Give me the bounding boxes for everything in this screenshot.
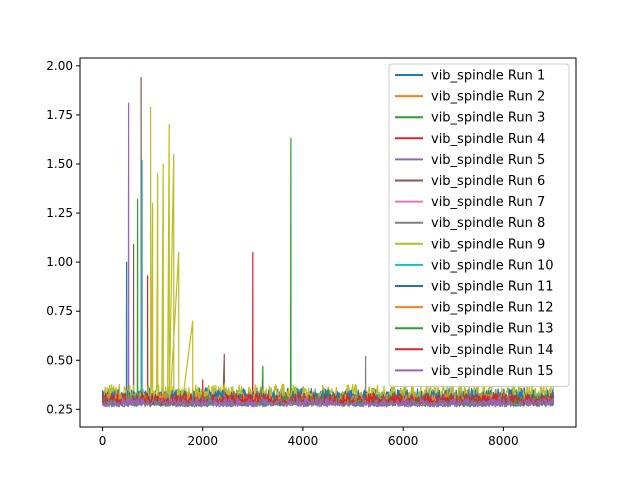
series-line xyxy=(101,397,555,408)
y-tick-label: 1.25 xyxy=(46,206,73,220)
y-tick-label: 2.00 xyxy=(46,59,73,73)
y-tick-label: 1.00 xyxy=(46,255,73,269)
x-axis: 0 2000 4000 6000 8000 xyxy=(99,427,519,448)
x-tick-label: 4000 xyxy=(288,434,319,448)
y-axis: 0.25 0.50 0.75 1.00 1.25 1.50 1.75 2.00 xyxy=(46,59,80,416)
y-tick-label: 0.50 xyxy=(46,353,73,367)
series-layer xyxy=(101,77,555,408)
legend-label: vib_spindle Run 1 xyxy=(431,69,545,84)
legend-label: vib_spindle Run 11 xyxy=(431,280,554,295)
x-tick-label: 0 xyxy=(99,434,107,448)
legend-label: vib_spindle Run 10 xyxy=(431,258,554,273)
series-line xyxy=(101,106,555,401)
legend-label: vib_spindle Run 2 xyxy=(431,90,545,105)
y-tick-label: 0.25 xyxy=(46,402,73,416)
legend-label: vib_spindle Run 3 xyxy=(431,111,545,126)
y-tick-label: 1.50 xyxy=(46,157,73,171)
legend: vib_spindle Run 1 vib_spindle Run 2 vib_sp… xyxy=(388,63,570,387)
legend-label: vib_spindle Run 5 xyxy=(431,153,545,168)
x-tick-label: 6000 xyxy=(388,434,419,448)
x-tick-label: 8000 xyxy=(488,434,519,448)
legend-label: vib_spindle Run 7 xyxy=(431,195,545,210)
plot-frame xyxy=(79,57,577,428)
y-tick-label: 0.75 xyxy=(46,304,73,318)
x-tick-label: 2000 xyxy=(187,434,218,448)
legend-box xyxy=(388,63,570,387)
y-tick-label: 1.75 xyxy=(46,108,73,122)
legend-label: vib_spindle Run 6 xyxy=(431,174,545,189)
legend-label: vib_spindle Run 14 xyxy=(431,343,554,358)
legend-label: vib_spindle Run 12 xyxy=(431,301,554,316)
legend-label: vib_spindle Run 9 xyxy=(431,237,545,252)
legend-label: vib_spindle Run 15 xyxy=(431,364,554,379)
legend-label: vib_spindle Run 8 xyxy=(431,216,545,231)
legend-label: vib_spindle Run 4 xyxy=(431,132,545,147)
legend-label: vib_spindle Run 13 xyxy=(431,322,554,337)
